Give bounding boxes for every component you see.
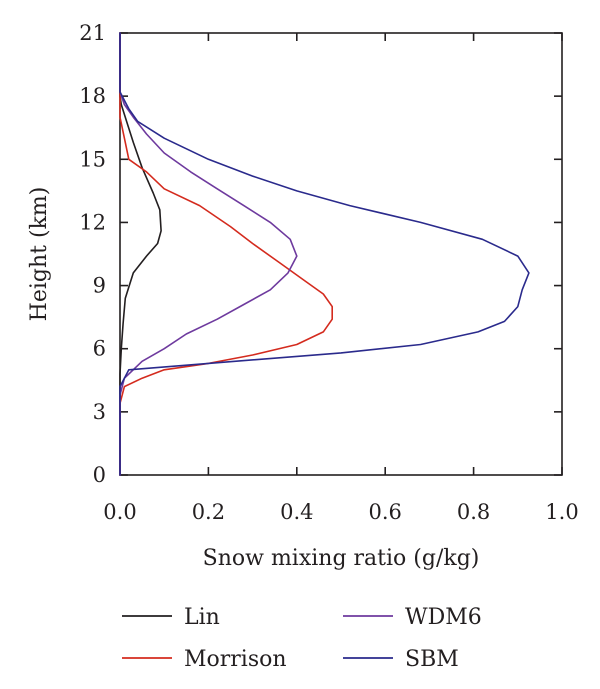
plot-border — [119, 32, 563, 476]
x-tick-label: 0.2 — [192, 500, 225, 524]
x-tick-label: 0.8 — [457, 500, 490, 524]
y-tick-label: 21 — [79, 21, 106, 45]
y-tick-label: 3 — [93, 400, 106, 424]
plot-frame — [119, 32, 563, 476]
x-axis: 0.0 0.2 0.4 0.6 0.8 1.0 — [103, 33, 579, 524]
legend: Lin Morrison WDM6 SBM — [122, 605, 482, 672]
x-tick-label: 0.0 — [103, 500, 136, 524]
legend-label-wdm6: WDM6 — [405, 605, 482, 630]
x-tick-label: 1.0 — [545, 500, 578, 524]
y-axis-title: Height (km) — [27, 187, 52, 322]
series-line-wdm6 — [119, 32, 298, 476]
legend-label-morrison: Morrison — [184, 647, 287, 672]
y-axis: 0 3 6 9 12 15 18 21 — [79, 21, 562, 487]
legend-label-lin: Lin — [184, 605, 220, 630]
y-tick-label: 9 — [93, 274, 106, 298]
x-axis-title: Snow mixing ratio (g/kg) — [203, 546, 480, 571]
y-tick-label: 18 — [79, 84, 106, 108]
series-line-lin — [119, 32, 162, 476]
x-tick-label: 0.6 — [368, 500, 401, 524]
legend-label-sbm: SBM — [405, 647, 459, 672]
x-tick-label: 0.4 — [280, 500, 313, 524]
series-line-sbm — [119, 32, 530, 476]
series-line-morrison — [119, 32, 334, 476]
y-tick-label: 15 — [79, 147, 106, 171]
y-tick-label: 6 — [93, 337, 106, 361]
series-layer — [119, 32, 530, 476]
y-tick-label: 12 — [79, 210, 106, 234]
y-tick-label: 0 — [93, 463, 106, 487]
